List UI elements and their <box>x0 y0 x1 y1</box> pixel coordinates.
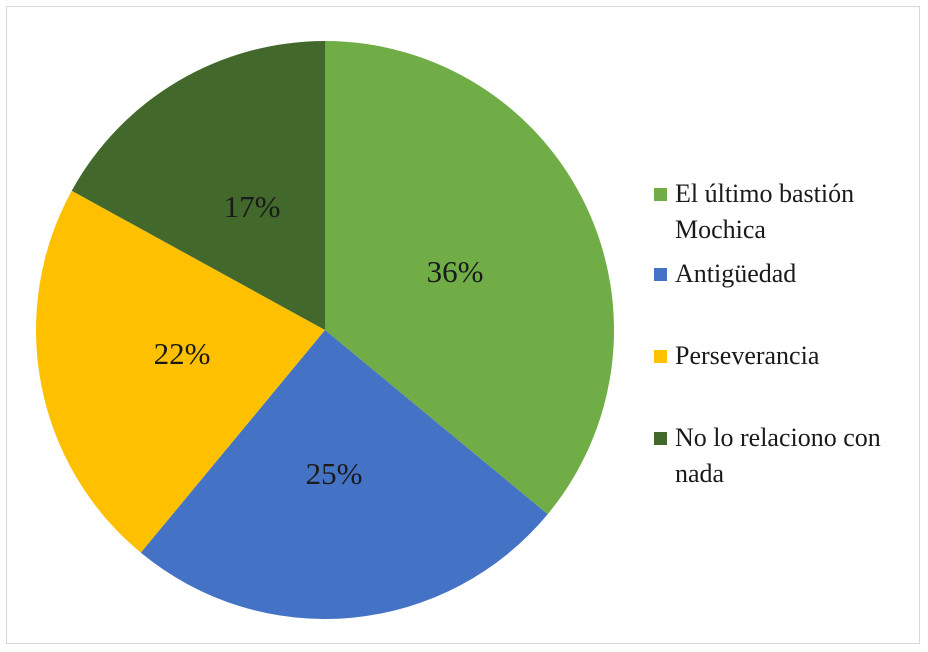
data-label-0: 36% <box>427 254 484 289</box>
legend-label: Perseverancia <box>675 341 820 370</box>
pie-slice-1 <box>140 330 548 619</box>
legend-item-el-ultimo-bastion-mochica: El último bastión Mochica <box>654 176 914 248</box>
legend-swatch-green <box>654 188 667 201</box>
legend-label: No lo relaciono con nada <box>675 423 881 488</box>
legend-item-no-lo-relaciono-con-nada: No lo relaciono con nada <box>654 420 914 492</box>
data-label-3: 17% <box>224 189 281 224</box>
pie-slice-0 <box>325 41 614 515</box>
legend-swatch-yellow <box>654 350 667 363</box>
pie-slice-2 <box>35 190 325 553</box>
legend-swatch-dark-green <box>654 432 667 445</box>
data-label-2: 22% <box>154 336 211 371</box>
legend-label: El último bastión Mochica <box>675 179 855 244</box>
data-label-1: 25% <box>306 456 363 491</box>
legend-swatch-blue <box>654 268 667 281</box>
legend-item-perseverancia: Perseverancia <box>654 338 819 374</box>
legend-label: Antigüedad <box>675 259 797 288</box>
pie-slice-3 <box>71 41 325 330</box>
legend-item-antiguedad: Antigüedad <box>654 256 796 292</box>
